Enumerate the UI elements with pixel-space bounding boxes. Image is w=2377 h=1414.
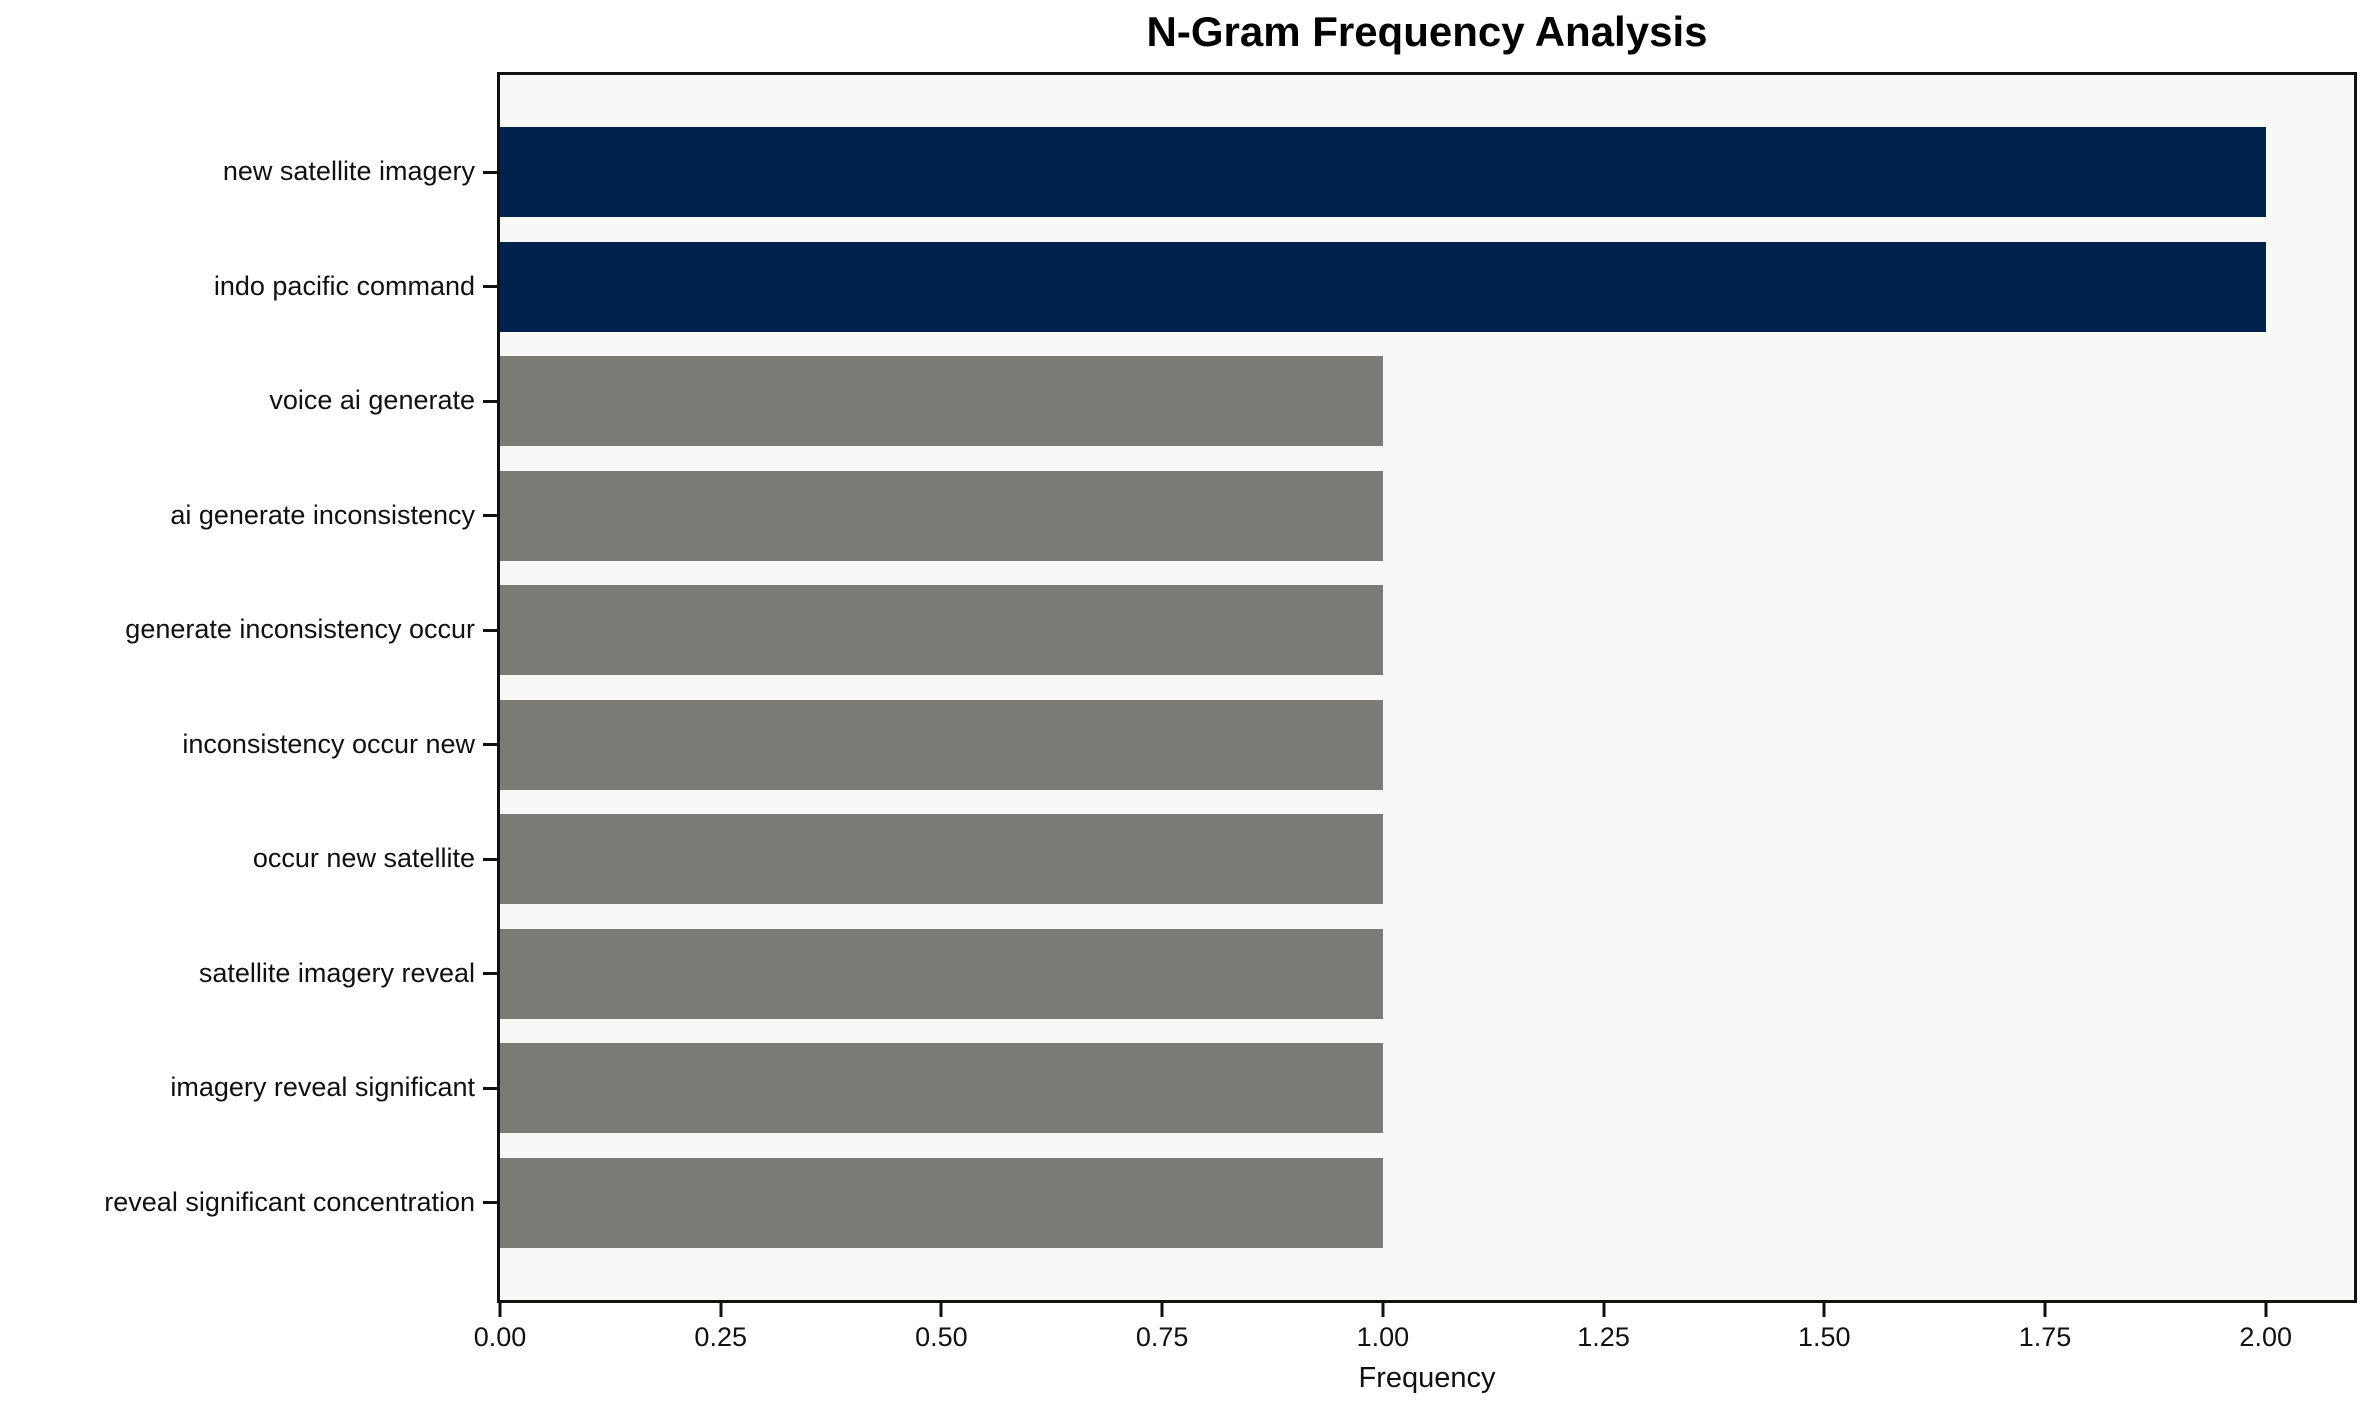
x-tick-mark bbox=[719, 1303, 723, 1317]
y-tick-label: indo pacific command bbox=[213, 270, 475, 301]
y-tick-label: ai generate inconsistency bbox=[170, 499, 475, 530]
y-tick-label: occur new satellite bbox=[252, 843, 475, 874]
y-tick-label: satellite imagery reveal bbox=[198, 957, 475, 988]
x-tick-mark bbox=[1602, 1303, 1606, 1317]
y-tick-mark bbox=[483, 1201, 497, 1204]
bar-voice-ai-generate bbox=[500, 356, 1383, 446]
x-tick-mark bbox=[498, 1303, 502, 1317]
y-tick-mark bbox=[483, 743, 497, 746]
x-tick-mark bbox=[939, 1303, 943, 1317]
x-tick-label: 0.00 bbox=[473, 1322, 527, 1352]
bar-imagery-reveal-significant bbox=[500, 1043, 1383, 1133]
plot-area bbox=[497, 72, 2357, 1303]
x-axis-title: Frequency bbox=[1358, 1362, 1496, 1394]
bar-occur-new-satellite bbox=[500, 814, 1383, 904]
x-tick-mark bbox=[2264, 1303, 2268, 1317]
y-tick-label: generate inconsistency occur bbox=[125, 614, 475, 645]
y-tick-label: inconsistency occur new bbox=[182, 728, 475, 759]
x-tick-mark bbox=[1381, 1303, 1385, 1317]
chart-title: N-Gram Frequency Analysis bbox=[1146, 8, 1708, 55]
x-tick-label: 1.50 bbox=[1798, 1322, 1851, 1352]
y-tick-mark bbox=[483, 628, 497, 632]
y-tick-label: voice ai generate bbox=[269, 385, 475, 416]
x-tick-mark bbox=[2043, 1303, 2047, 1317]
y-tick-label: imagery reveal significant bbox=[170, 1072, 475, 1103]
y-tick-label: reveal significant concentration bbox=[104, 1186, 475, 1217]
x-tick-label: 0.25 bbox=[694, 1322, 747, 1352]
bar-new-satellite-imagery bbox=[500, 127, 2266, 217]
x-tick-label: 0.50 bbox=[915, 1322, 968, 1352]
x-tick-label: 1.25 bbox=[1577, 1322, 1630, 1352]
bar-indo-pacific-command bbox=[500, 241, 2266, 332]
x-tick-mark bbox=[1822, 1303, 1826, 1317]
bar-generate-inconsistency-occur bbox=[500, 585, 1383, 675]
bar-inconsistency-occur-new bbox=[500, 699, 1383, 790]
y-tick-mark bbox=[483, 399, 497, 403]
bar-satellite-imagery-reveal bbox=[500, 928, 1383, 1019]
y-tick-label: new satellite imagery bbox=[222, 156, 475, 187]
x-tick-label: 0.75 bbox=[1135, 1322, 1189, 1352]
x-tick-label: 1.75 bbox=[2018, 1322, 2072, 1352]
y-tick-mark bbox=[483, 170, 497, 174]
y-tick-mark bbox=[483, 514, 497, 517]
x-tick-label: 2.00 bbox=[2239, 1322, 2292, 1352]
x-tick-mark bbox=[1160, 1303, 1164, 1317]
bar-ai-generate-inconsistency bbox=[500, 470, 1383, 561]
y-tick-mark bbox=[483, 972, 497, 975]
bar-reveal-significant-concentration bbox=[500, 1157, 1383, 1248]
x-tick-label: 1.00 bbox=[1356, 1322, 1410, 1352]
y-tick-mark bbox=[483, 1086, 497, 1090]
y-tick-mark bbox=[483, 285, 497, 288]
y-tick-mark bbox=[483, 857, 497, 861]
